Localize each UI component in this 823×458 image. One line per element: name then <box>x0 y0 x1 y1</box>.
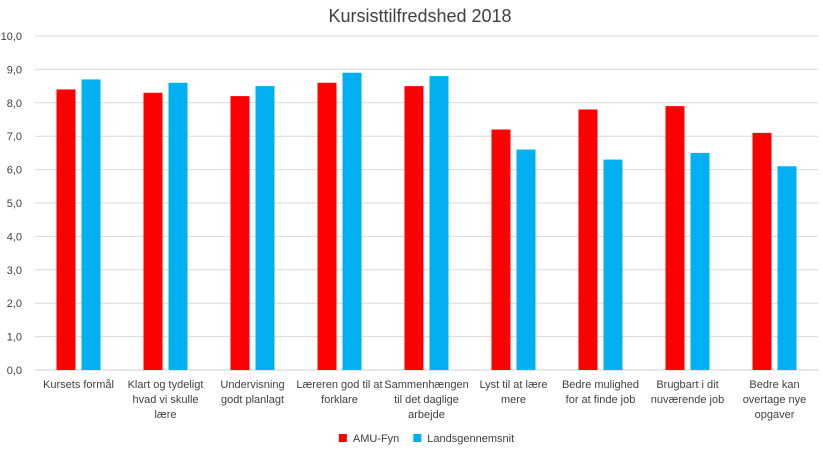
bars <box>56 72 797 371</box>
bar-series-2 <box>81 79 101 371</box>
y-tick-label: 7,0 <box>7 131 22 143</box>
chart-title: Kursisttilfredshed 2018 <box>328 6 511 26</box>
y-tick-label: 9,0 <box>7 64 22 76</box>
y-tick-label: 0,0 <box>7 365 22 377</box>
bar-series-2 <box>342 72 362 371</box>
x-tick-label: Undervisning godt planlagt <box>220 379 284 406</box>
bar-series-1 <box>317 82 337 370</box>
gridlines <box>35 35 818 371</box>
bar-series-2 <box>516 149 536 370</box>
y-tick-label: 2,0 <box>7 298 22 310</box>
y-tick-label: 10,0 <box>1 31 22 43</box>
legend-swatch <box>413 434 422 442</box>
legend-label: AMU-Fyn <box>353 433 399 445</box>
y-tick-label: 8,0 <box>7 98 22 110</box>
bar-series-1 <box>491 129 511 370</box>
x-tick-label: Kursets formål <box>43 379 114 391</box>
x-axis: Kursets formål Klart og tydeligt hvad vi s… <box>43 379 806 421</box>
y-tick-label: 1,0 <box>7 332 22 344</box>
x-tick-label: Klart og tydeligt hvad vi skulle lære <box>128 379 204 421</box>
bar-series-1 <box>404 86 424 370</box>
bar-series-1 <box>752 132 772 370</box>
x-tick-label: Sammenhængen til det daglige arbejde <box>384 379 468 421</box>
x-tick-label: Bedre mulighed for at finde job <box>562 379 639 406</box>
bar-series-2 <box>429 76 449 370</box>
x-tick-label: Bedre kan overtage nye opgaver <box>743 379 807 421</box>
x-tick-label: Lyst til at lære mere <box>479 379 547 406</box>
bar-series-2 <box>603 159 623 370</box>
legend-item: Landsgennemsnit <box>413 433 514 445</box>
bar-series-1 <box>143 92 163 370</box>
bar-series-1 <box>578 109 598 370</box>
y-tick-label: 6,0 <box>7 165 22 177</box>
legend-label: Landsgennemsnit <box>427 433 514 445</box>
bar-series-1 <box>230 96 250 371</box>
x-tick-label: Brugbart i dit nuværende job <box>651 379 724 406</box>
bar-series-1 <box>56 89 76 370</box>
x-tick-label: Læreren god til at forklare <box>296 379 382 406</box>
bar-series-2 <box>777 166 797 370</box>
bar-series-1 <box>665 106 685 370</box>
legend-swatch <box>338 434 347 442</box>
y-tick-label: 4,0 <box>7 231 22 243</box>
bar-series-2 <box>255 86 275 370</box>
legend: AMU-Fyn Landsgennemsnit <box>338 433 514 445</box>
y-tick-label: 5,0 <box>7 198 22 210</box>
y-axis: 0,0 1,0 2,0 3,0 4,0 5,0 6,0 7,0 8,0 9,0 10,0 <box>1 31 22 377</box>
y-tick-label: 3,0 <box>7 265 22 277</box>
bar-series-2 <box>690 152 710 370</box>
bar-series-2 <box>168 82 188 370</box>
legend-item: AMU-Fyn <box>338 433 399 445</box>
